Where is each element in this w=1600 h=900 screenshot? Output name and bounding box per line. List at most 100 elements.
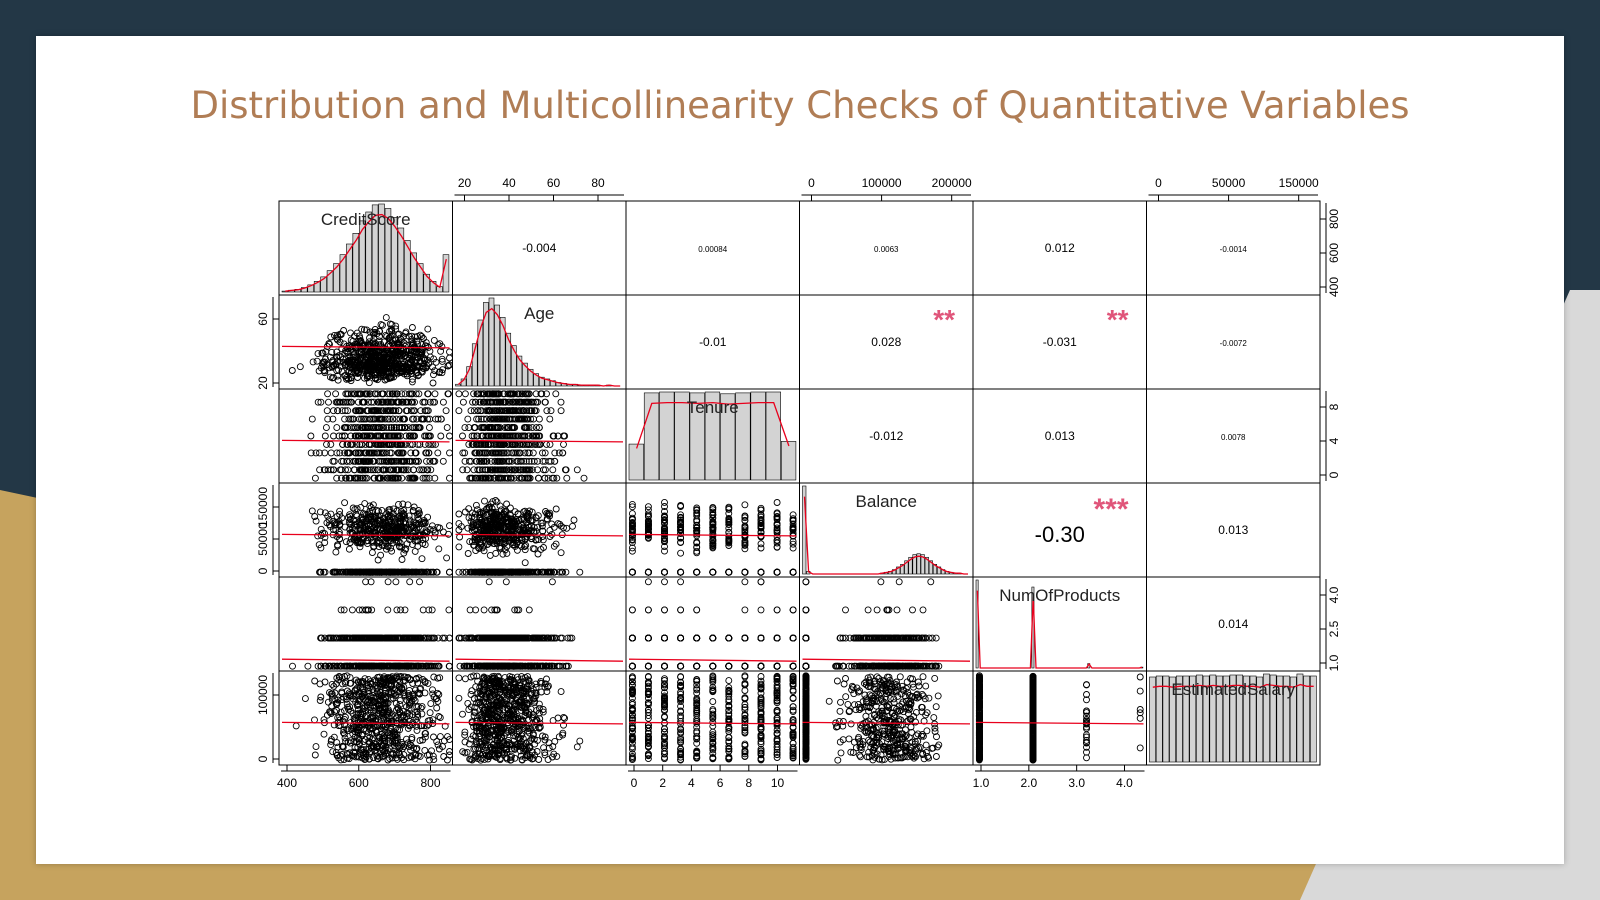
matrix-panel: [1146, 294, 1321, 390]
histogram-bar: [516, 355, 523, 387]
axis-tick-label: 60: [547, 176, 561, 190]
scatter-points: [455, 578, 576, 670]
histogram-bar: [720, 393, 736, 481]
histogram-bar: [416, 263, 424, 293]
histogram-bar: [1256, 676, 1264, 763]
axis-tick-label: 2.5: [1327, 620, 1341, 637]
variable-label-balance: Balance: [856, 492, 917, 511]
axis-tick-label: 0: [1155, 176, 1162, 190]
histogram-bar: [896, 566, 901, 575]
scatter-points: [307, 390, 453, 482]
histogram-bar: [750, 391, 766, 481]
matrix-panel: [972, 576, 1147, 672]
axis-tick-label: 8: [1327, 403, 1341, 410]
scatter-points: [455, 496, 584, 576]
density-line: [803, 496, 968, 575]
histogram-bar: [904, 560, 909, 575]
histogram-bar: [900, 564, 905, 575]
axis-tick-label: 1.0: [1327, 654, 1341, 671]
histogram-bar: [307, 284, 314, 293]
histogram-bar: [735, 392, 751, 481]
axis-tick-label: 4: [1327, 437, 1341, 444]
correlation-value: -0.012: [869, 429, 903, 443]
axis-tick-label: 1.0: [973, 776, 990, 790]
smoother-line: [455, 721, 624, 725]
histogram-bar: [538, 376, 545, 387]
scatter-points: [628, 498, 797, 576]
axis-tick-label: 800: [1327, 209, 1341, 229]
axis-tick-label: 20: [256, 376, 270, 390]
histogram-bar: [704, 391, 721, 481]
axis-tick-label: 600: [1327, 243, 1341, 263]
histogram-bar: [1216, 675, 1223, 763]
histogram-bar: [1236, 674, 1243, 763]
axis-tick-label: 10: [771, 776, 785, 790]
axis-tick-label: 0: [631, 776, 638, 790]
smoother-line: [628, 533, 797, 537]
histogram-bar: [1310, 675, 1317, 763]
histogram-bar: [1303, 675, 1310, 763]
matrix-panel: [625, 200, 800, 296]
smoother-line: [802, 658, 971, 662]
histogram-bar: [281, 290, 289, 293]
matrix-panel: [799, 294, 974, 390]
density-line: [635, 401, 790, 449]
smoother-line: [455, 439, 624, 443]
histogram-bar: [1169, 676, 1176, 763]
axis-tick-label: 3.0: [1068, 776, 1085, 790]
correlation-value: 0.00084: [698, 245, 727, 254]
histogram-bar: [908, 556, 913, 575]
histogram-bar: [1229, 674, 1237, 763]
histogram-bar: [1249, 675, 1257, 763]
histogram-bar: [674, 391, 690, 481]
density-line: [1152, 683, 1314, 688]
histogram-bar: [522, 362, 528, 387]
histogram-bar: [505, 332, 512, 387]
significance-stars: **: [933, 304, 955, 335]
correlation-value: 0.014: [1218, 617, 1248, 631]
histogram-bar: [920, 554, 925, 575]
histogram-bar: [346, 243, 353, 293]
significance-stars: **: [1107, 304, 1129, 335]
histogram-bar: [483, 302, 489, 387]
axis-tick-label: 100000: [256, 675, 270, 715]
matrix-panel: [1146, 200, 1321, 296]
axis-tick-label: 20: [458, 176, 472, 190]
histogram-bar: [384, 208, 392, 293]
histogram-bar: [391, 217, 398, 293]
smoother-line: [455, 658, 624, 662]
smoother-line: [281, 345, 450, 349]
axis-tick-label: 800: [420, 776, 440, 790]
histogram-bar: [912, 554, 917, 575]
histogram-bar: [659, 391, 675, 481]
histogram-bar: [1162, 675, 1170, 763]
histogram-bar: [466, 366, 472, 387]
correlation-value: -0.30: [1035, 522, 1085, 547]
scatter-points: [802, 578, 943, 670]
histogram-bar: [1202, 675, 1210, 763]
correlation-matrix-chart: CreditScore Age Tenure Balance NumOfProducts…: [256, 176, 1341, 790]
histogram-bar: [471, 343, 478, 387]
matrix-panel: [799, 388, 974, 484]
axis-tick-label: 4: [688, 776, 695, 790]
matrix-panel: [1146, 388, 1321, 484]
histogram-bar: [333, 263, 340, 293]
histogram-bar: [544, 378, 551, 387]
histogram-bar: [689, 392, 705, 481]
smoother-line: [628, 658, 797, 662]
histogram-bar: [928, 560, 933, 575]
histogram-bar: [404, 240, 411, 293]
scatter-points: [628, 578, 797, 670]
histogram-bar: [429, 281, 437, 293]
histogram-bar: [1283, 675, 1290, 763]
histogram-bar: [410, 252, 417, 293]
axis-tick-label: 2.0: [1020, 776, 1037, 790]
axis-tick-label: 150000: [1279, 176, 1319, 190]
histogram-bar: [1176, 675, 1183, 763]
matrix-panel: [1146, 576, 1321, 672]
histogram-bar: [1243, 675, 1250, 763]
variable-label-creditscore: CreditScore: [321, 210, 411, 229]
histogram-bar: [1209, 674, 1217, 763]
correlation-value: 0.013: [1045, 429, 1075, 443]
correlation-value: 0.013: [1218, 523, 1248, 537]
